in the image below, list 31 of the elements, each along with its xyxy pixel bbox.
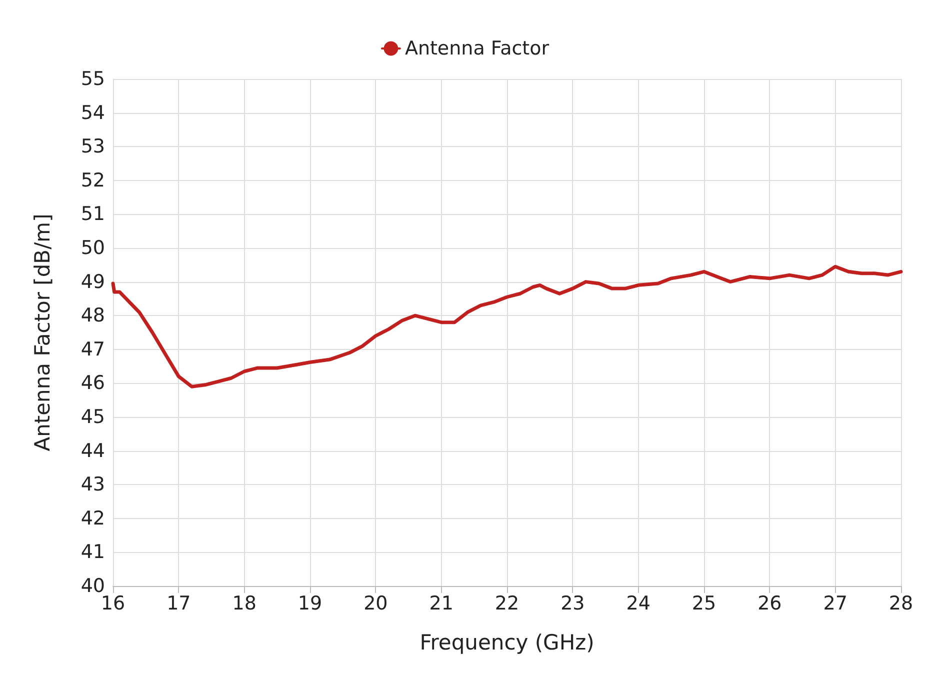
x-tick-label: 24 — [626, 592, 650, 614]
y-tick-label: 46 — [80, 372, 105, 394]
y-tick-label: 42 — [80, 507, 105, 530]
x-tick-label: 21 — [429, 592, 454, 614]
x-tick-label: 28 — [888, 592, 914, 614]
y-tick-label: 48 — [80, 304, 105, 327]
y-tick-label: 52 — [80, 169, 105, 192]
x-tick-label: 19 — [298, 592, 322, 614]
x-tick-label: 17 — [166, 592, 191, 614]
x-tick-label: 20 — [364, 592, 388, 614]
y-tick-label: 41 — [80, 541, 105, 564]
y-tick-label: 44 — [80, 440, 105, 462]
x-tick-label: 23 — [560, 592, 585, 614]
x-tick-label: 18 — [232, 592, 256, 614]
x-tick-label: 25 — [692, 592, 716, 614]
y-tick-label: 54 — [80, 102, 105, 124]
x-axis-title: Frequency (GHz) — [420, 630, 594, 654]
y-tick-label: 50 — [80, 237, 105, 259]
y-tick-label: 53 — [80, 136, 105, 158]
legend-label: Antenna Factor — [404, 38, 550, 60]
y-tick-label: 47 — [80, 338, 105, 360]
y-tick-label: 49 — [80, 270, 105, 293]
x-tick-label: 26 — [758, 592, 782, 614]
x-tick-label: 22 — [494, 592, 520, 614]
y-axis-title: Antenna Factor [dB/m] — [30, 214, 54, 452]
y-tick-label: 43 — [80, 474, 105, 496]
y-tick-label: 55 — [80, 68, 105, 90]
line-series — [111, 264, 903, 388]
y-tick-label: 51 — [80, 203, 105, 226]
y-tick-label: 45 — [80, 406, 105, 428]
x-tick-label: 27 — [823, 592, 848, 614]
